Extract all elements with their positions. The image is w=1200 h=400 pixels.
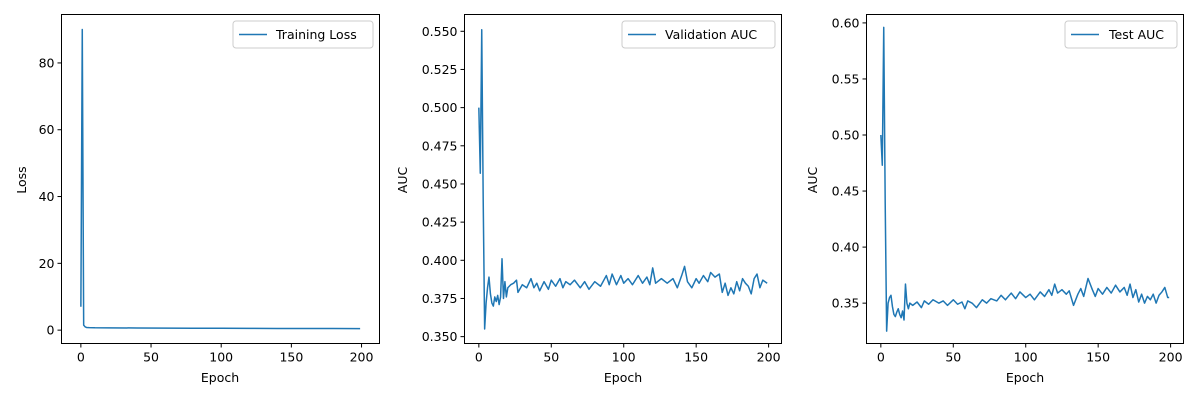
panel-validation-auc: Epoch AUC 0 50 100 150 200 0.350 0.375 0.400 0.4…: [395, 14, 782, 385]
tick-group: 0 50 100 150 200 0.35 0.40 0.45 0.50 0.55 0.60: [832, 15, 1183, 364]
panel-training-loss: Epoch Loss 0 50 100 150 200 0 20 40 60 80 Trainin…: [14, 14, 380, 385]
x-axis-label: Epoch: [604, 370, 642, 385]
plot-frame: [866, 14, 1184, 344]
series-line: [478, 29, 768, 330]
series-line: [80, 28, 361, 330]
legend-label: Validation AUC: [665, 27, 757, 42]
y-tick-label: 60: [39, 122, 55, 137]
y-tick-label: 0.525: [422, 62, 458, 77]
legend: Training Loss: [232, 20, 374, 49]
legend-box: [1064, 20, 1178, 49]
x-tick-label: 0: [475, 350, 483, 365]
y-tick-label: 0.60: [832, 15, 860, 30]
x-tick-label: 0: [77, 350, 85, 365]
x-tick-label: 50: [143, 350, 159, 365]
x-tick-label: 50: [945, 350, 961, 365]
x-axis-label: Epoch: [1006, 370, 1044, 385]
y-tick-label: 0.400: [422, 253, 458, 268]
y-tick-label: 0: [47, 323, 55, 338]
legend-label: Training Loss: [275, 27, 357, 42]
y-tick-label: 0.425: [422, 215, 458, 230]
x-tick-label: 200: [757, 350, 781, 365]
y-tick-label: 0.500: [422, 100, 458, 115]
x-tick-label: 100: [209, 350, 233, 365]
x-tick-label: 200: [1159, 350, 1183, 365]
series-group: [880, 26, 1170, 332]
panel-test-auc: Epoch AUC 0 50 100 150 200 0.35 0.40 0.45 0.50 0.…: [805, 14, 1184, 385]
series-group: [478, 29, 768, 330]
y-tick-label: 0.40: [832, 240, 860, 255]
x-tick-label: 150: [684, 350, 708, 365]
x-tick-label: 150: [1086, 350, 1110, 365]
y-tick-label: 80: [39, 55, 55, 70]
y-axis-label: AUC: [395, 167, 410, 194]
y-tick-label: 0.50: [832, 128, 860, 143]
y-axis-label: Loss: [14, 166, 29, 193]
y-tick-label: 40: [39, 189, 55, 204]
plot-frame: [464, 14, 782, 344]
x-tick-label: 100: [1014, 350, 1038, 365]
y-tick-label: 0.550: [422, 24, 458, 39]
legend-box: [232, 20, 374, 49]
y-tick-label: 20: [39, 256, 55, 271]
x-tick-label: 150: [279, 350, 303, 365]
y-tick-label: 0.45: [832, 184, 860, 199]
legend: Validation AUC: [621, 20, 776, 49]
legend-label: Test AUC: [1108, 27, 1164, 42]
legend-box: [621, 20, 776, 49]
legend: Test AUC: [1064, 20, 1178, 49]
x-tick-label: 200: [350, 350, 374, 365]
series-group: [80, 28, 361, 330]
y-tick-label: 0.475: [422, 138, 458, 153]
y-tick-label: 0.350: [422, 329, 458, 344]
x-axis-label: Epoch: [201, 370, 239, 385]
series-line: [880, 26, 1170, 332]
tick-group: 0 50 100 150 200 0.350 0.375 0.400 0.425 0.450 0.4…: [422, 24, 781, 365]
tick-group: 0 50 100 150 200 0 20 40 60 80: [39, 55, 374, 364]
y-tick-label: 0.375: [422, 291, 458, 306]
x-tick-label: 100: [612, 350, 636, 365]
plot-frame: [61, 14, 380, 344]
y-tick-label: 0.450: [422, 176, 458, 191]
y-axis-label: AUC: [805, 167, 820, 194]
x-tick-label: 50: [543, 350, 559, 365]
y-tick-label: 0.55: [832, 71, 860, 86]
x-tick-label: 0: [877, 350, 885, 365]
y-tick-label: 0.35: [832, 296, 860, 311]
